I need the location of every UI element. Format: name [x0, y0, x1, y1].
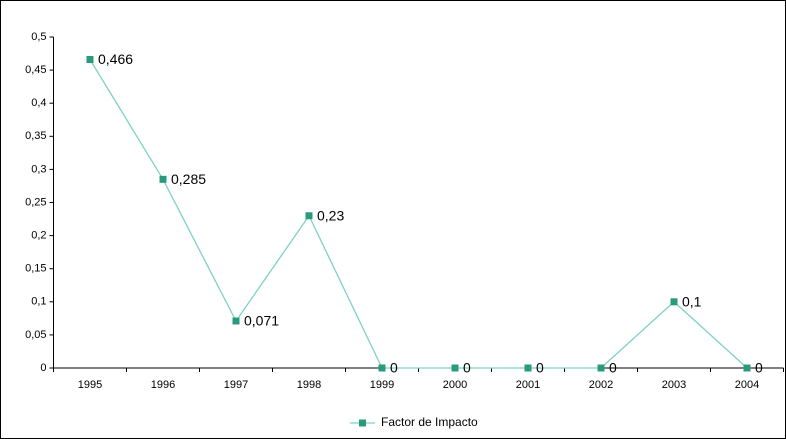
- data-label: 0: [390, 360, 398, 376]
- x-tick-label: 2004: [735, 379, 759, 391]
- data-label: 0: [536, 360, 544, 376]
- y-tick-label: 0,35: [25, 130, 46, 142]
- y-tick-label: 0,05: [25, 329, 46, 341]
- data-point: [305, 212, 313, 220]
- y-tick-label: 0,1: [31, 296, 46, 308]
- y-tick-label: 0: [40, 362, 46, 374]
- x-tick-label: 2000: [443, 379, 467, 391]
- y-tick-label: 0,45: [25, 64, 46, 76]
- y-tick-label: 0,5: [31, 31, 46, 43]
- y-tick-label: 0,15: [25, 263, 46, 275]
- x-tick-label: 1996: [151, 379, 175, 391]
- y-tick-label: 0,25: [25, 196, 46, 208]
- y-tick-label: 0,2: [31, 230, 46, 242]
- x-tick-label: 2002: [589, 379, 613, 391]
- x-tick-label: 1997: [224, 379, 248, 391]
- data-point: [743, 364, 751, 372]
- x-tick-label: 1999: [370, 379, 394, 391]
- data-label: 0,1: [682, 294, 702, 310]
- y-tick-label: 0,3: [31, 163, 46, 175]
- data-point: [524, 364, 532, 372]
- data-point: [451, 364, 459, 372]
- data-label: 0,071: [244, 313, 279, 329]
- data-point: [159, 175, 167, 183]
- data-point: [378, 364, 386, 372]
- y-tick-label: 0,4: [31, 97, 46, 109]
- x-tick-label: 1995: [78, 379, 102, 391]
- data-point: [670, 298, 678, 306]
- data-label: 0: [463, 360, 471, 376]
- data-point: [597, 364, 605, 372]
- series-line: [89, 59, 748, 369]
- data-point: [232, 317, 240, 325]
- data-label: 0: [755, 360, 763, 376]
- data-label: 0: [609, 360, 617, 376]
- data-label: 0,466: [98, 51, 133, 67]
- data-label: 0,23: [317, 207, 344, 223]
- x-tick-label: 2003: [662, 379, 686, 391]
- legend-label: Factor de Impacto: [381, 415, 478, 429]
- x-tick-label: 1998: [297, 379, 321, 391]
- data-point: [86, 56, 94, 64]
- legend-marker: [359, 419, 366, 427]
- x-tick-label: 2001: [516, 379, 540, 391]
- data-label: 0,285: [171, 171, 206, 187]
